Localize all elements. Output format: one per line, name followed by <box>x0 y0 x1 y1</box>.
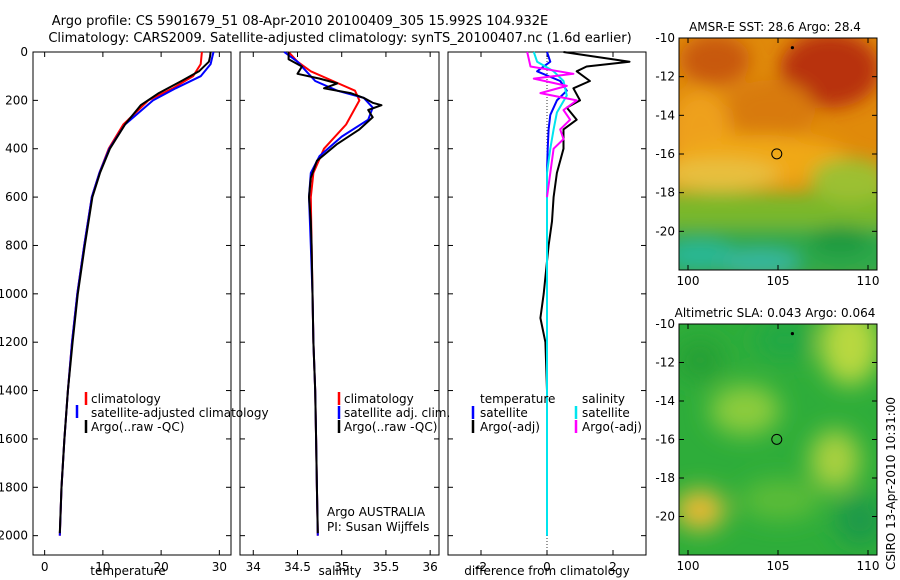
x-tick-label: 110 <box>857 274 880 288</box>
x-tick-label: 105 <box>767 559 790 573</box>
x-tick-label: 35 <box>334 560 349 574</box>
sst-map-image <box>679 38 877 270</box>
y-tick-label: 2000 <box>0 529 28 543</box>
y-tick-label: 800 <box>5 238 28 252</box>
x-tick-label: 105 <box>767 274 790 288</box>
legend-title-temperature: temperature <box>480 392 555 406</box>
x-tick-label: 35.5 <box>373 560 400 574</box>
map-panels: 100 105 110 -10 -12 -14 -16 -18 -20 100 105 110 -10 -… <box>655 31 879 573</box>
x-tick-label: 34.5 <box>284 560 311 574</box>
plot-frame <box>239 51 440 556</box>
float-position-circle <box>771 148 783 160</box>
y-tick-label: -20 <box>655 510 675 524</box>
legend-label-argo: Argo(..raw -QC) <box>91 420 184 434</box>
x-tick-label: 20 <box>153 560 168 574</box>
float-program-label: Argo AUSTRALIA <box>327 505 426 519</box>
y-tick-label: 1800 <box>0 480 28 494</box>
y-tick-label: 1000 <box>0 287 28 301</box>
series-line <box>526 51 578 198</box>
x-tick-label: 100 <box>677 559 700 573</box>
x-tick-label: -2 <box>475 560 487 574</box>
legend-label-sal-argo: Argo(-adj) <box>582 420 642 434</box>
y-tick-label: -12 <box>655 70 675 84</box>
xlabel-salinity: salinity <box>318 564 361 578</box>
plot-frame <box>32 51 232 556</box>
y-tick-label: -12 <box>655 356 675 370</box>
sst-map-title: AMSR-E SST: 28.6 Argo: 28.4 <box>689 20 861 34</box>
y-tick-label: -20 <box>655 224 675 238</box>
y-tick-label: -14 <box>655 394 675 408</box>
y-tick-label: -16 <box>655 433 675 447</box>
legend-label-argo: Argo(..raw -QC) <box>344 420 437 434</box>
salinity-profile: 34 34.5 35 35.5 36 <box>239 51 440 574</box>
profile-panels: 0 10 20 30020040060080010001200140016001800… <box>0 45 647 574</box>
legend-label-climatology: climatology <box>91 392 161 406</box>
series-line <box>287 52 383 534</box>
y-tick-label: -10 <box>655 317 675 331</box>
float-position-circle <box>771 433 783 445</box>
salinity-legend: climatology satellite adj. clim. Argo(..… <box>327 392 450 534</box>
legend-title-salinity: salinity <box>582 392 625 406</box>
csiro-timestamp: CSIRO 13-Apr-2010 10:31:00 <box>884 397 898 570</box>
x-tick-label: 0 <box>543 560 551 574</box>
x-tick-label: 30 <box>212 560 227 574</box>
y-tick-label: -18 <box>655 471 675 485</box>
legend-label-satellite: satellite-adjusted climatology <box>91 406 269 420</box>
xlabel-difference: difference from climatology <box>464 564 630 578</box>
x-tick-label: 34 <box>246 560 261 574</box>
y-tick-label: -10 <box>655 31 675 45</box>
legend-label-satellite: satellite adj. clim. <box>344 406 450 420</box>
island-marker <box>790 332 795 336</box>
legend-label-climatology: climatology <box>344 392 414 406</box>
temperature-legend: climatology satellite-adjusted climatolo… <box>75 392 269 434</box>
legend-label-temp-argo: Argo(-adj) <box>480 420 540 434</box>
y-tick-label: 200 <box>5 93 28 107</box>
legend-label-temp-satellite: satellite <box>480 406 528 420</box>
y-tick-label: -16 <box>655 147 675 161</box>
y-tick-label: 400 <box>5 142 28 156</box>
sst-map: 100 105 110 -10 -12 -14 -16 -18 -20 <box>655 31 879 288</box>
figure-title-line2: Climatology: CARS2009. Satellite-adjuste… <box>48 31 631 46</box>
y-tick-label: 0 <box>20 45 28 59</box>
temperature-profile: 0 10 20 30 0 200 400 600 800 1000 1200 1400 1600 1800… <box>0 45 232 574</box>
xlabel-temperature: temperature <box>90 564 165 578</box>
y-tick-label: 1400 <box>0 384 28 398</box>
series-line <box>58 51 212 534</box>
y-tick-label: 1600 <box>0 432 28 446</box>
y-tick-label: 1200 <box>0 335 28 349</box>
x-tick-label: 2 <box>609 560 617 574</box>
y-tick-label: -14 <box>655 108 675 122</box>
x-tick-label: 0 <box>41 560 49 574</box>
x-tick-label: 10 <box>95 560 110 574</box>
y-tick-label: 600 <box>5 190 28 204</box>
x-tick-label: 110 <box>857 559 880 573</box>
x-tick-label: 36 <box>423 560 438 574</box>
figure-title-line1: Argo profile: CS 5901679_51 08-Apr-2010 … <box>52 14 548 29</box>
island-marker <box>790 46 795 50</box>
x-tick-label: 100 <box>677 274 700 288</box>
difference-legend: temperature satellite Argo(-adj) salinit… <box>471 392 642 434</box>
difference-profile: -2 0 2 <box>447 51 647 574</box>
y-tick-label: -18 <box>655 186 675 200</box>
legend-label-sal-satellite: satellite <box>582 406 630 420</box>
sla-map-title: Altimetric SLA: 0.043 Argo: 0.064 <box>675 306 876 320</box>
sla-map-image <box>679 324 877 555</box>
sla-map: 100 105 110 -10 -12 -14 -16 -18 -20 <box>655 317 879 573</box>
float-pi-label: PI: Susan Wijffels <box>327 520 429 534</box>
